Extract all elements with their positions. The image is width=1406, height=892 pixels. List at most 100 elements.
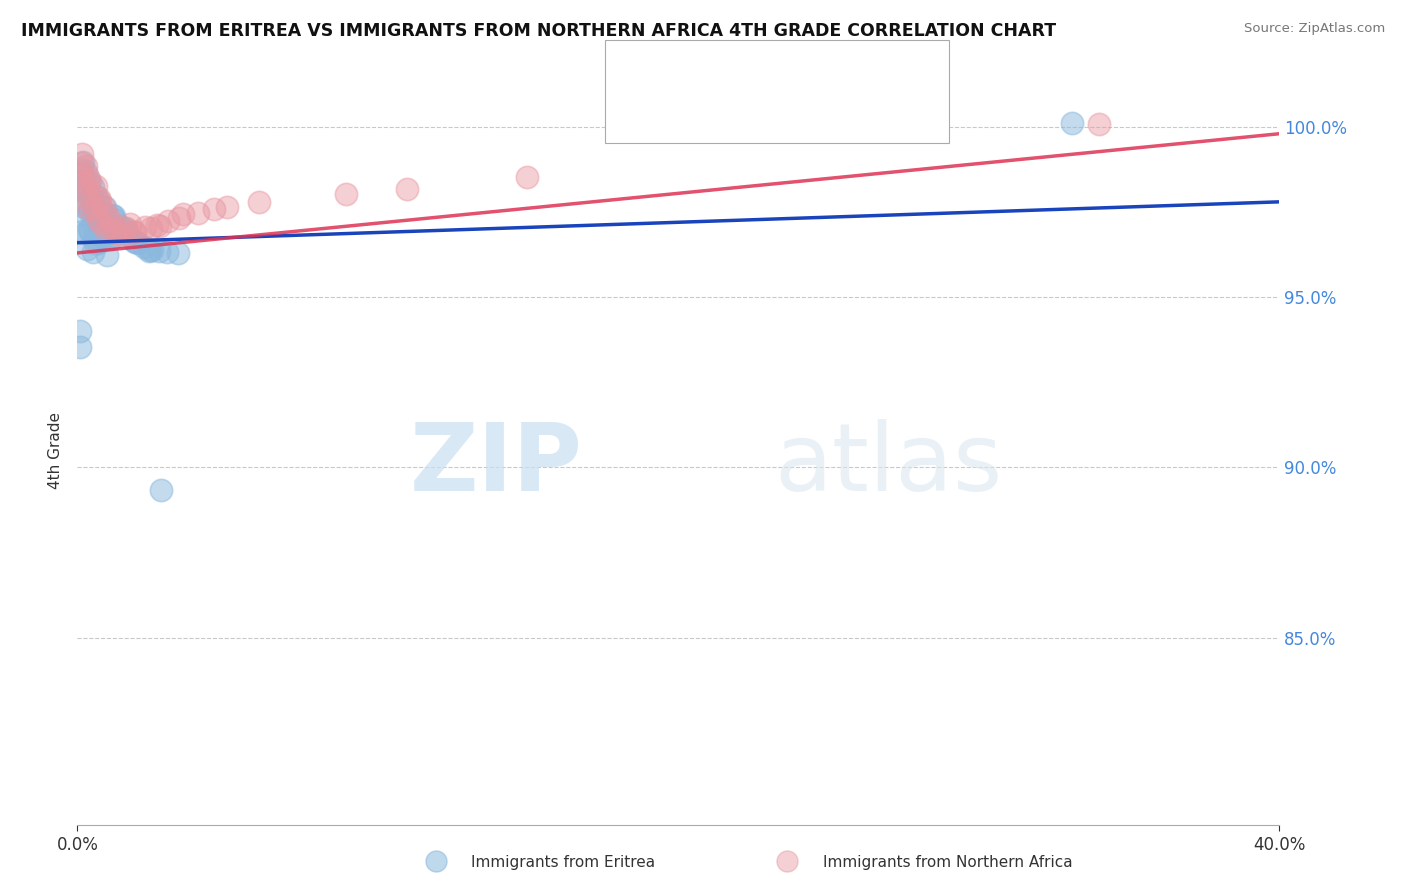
Point (215, 200, 238, 214)
Point (86, 211, 108, 225)
Point (93, 229, 115, 244)
Point (72, 175, 94, 189)
Point (202, 202, 225, 216)
Point (79, 224, 101, 238)
Point (82, 180, 104, 194)
Point (87, 191, 110, 205)
Point (94, 200, 117, 214)
Text: R =  0.568   N = 44: R = 0.568 N = 44 (665, 104, 841, 122)
Point (70, 199, 93, 213)
Point (82, 194, 104, 208)
Point (105, 226, 128, 240)
Point (93, 200, 115, 214)
Point (69, 340, 91, 354)
Point (70, 147, 93, 161)
Point (96, 248, 118, 262)
Point (516, 170, 538, 185)
Point (98, 223, 121, 237)
Point (73, 182, 96, 196)
Text: atlas: atlas (775, 419, 1002, 511)
Point (139, 243, 162, 257)
Point (82, 208, 104, 222)
Point (187, 206, 209, 220)
Point (127, 235, 149, 250)
Point (79, 202, 101, 217)
Point (77, 222, 100, 236)
Text: Immigrants from Northern Africa: Immigrants from Northern Africa (823, 855, 1073, 870)
Point (124, 235, 146, 249)
Point (157, 214, 180, 228)
Point (395, 182, 418, 196)
Text: IMMIGRANTS FROM ERITREA VS IMMIGRANTS FROM NORTHERN AFRICA 4TH GRADE CORRELATION: IMMIGRANTS FROM ERITREA VS IMMIGRANTS FR… (21, 22, 1056, 40)
Point (167, 245, 190, 260)
Text: Source: ZipAtlas.com: Source: ZipAtlas.com (1244, 22, 1385, 36)
Point (69, 183, 91, 197)
Point (146, 218, 169, 232)
Point (141, 221, 163, 235)
Text: R =  0.114   N = 64: R = 0.114 N = 64 (665, 65, 841, 83)
Point (89, 222, 111, 236)
Point (134, 220, 156, 235)
Point (120, 217, 142, 231)
Point (76, 242, 98, 256)
Point (84, 227, 107, 241)
Point (149, 219, 172, 234)
Point (114, 224, 136, 238)
Point (124, 225, 146, 239)
Text: ZIP: ZIP (409, 419, 582, 511)
Point (75, 227, 97, 241)
Point (156, 244, 179, 259)
Point (111, 228, 134, 243)
Point (98, 218, 121, 232)
Point (91, 211, 114, 226)
Point (79, 194, 101, 209)
Point (89, 194, 111, 208)
Point (69, 166, 91, 180)
Point (94, 206, 117, 220)
Point (114, 221, 136, 235)
Point (101, 225, 124, 239)
Point (75, 159, 97, 173)
Point (169, 211, 191, 226)
Point (75, 165, 97, 179)
Point (84, 189, 107, 203)
Point (83, 235, 105, 250)
Text: Immigrants from Eritrea: Immigrants from Eritrea (471, 855, 655, 870)
Point (89, 216, 111, 230)
Point (100, 208, 122, 222)
Point (132, 240, 155, 254)
Point (98, 232, 121, 246)
Point (335, 187, 357, 202)
Point (108, 219, 131, 234)
Point (69, 325, 91, 339)
Point (138, 244, 160, 258)
Point (76, 169, 98, 184)
Point (103, 212, 125, 227)
Point (83, 202, 105, 216)
Point (84, 207, 107, 221)
Y-axis label: 4th Grade: 4th Grade (48, 412, 63, 489)
Point (83, 202, 105, 216)
Point (117, 227, 139, 242)
Point (76, 180, 98, 194)
Point (103, 229, 125, 244)
Point (77, 175, 100, 189)
Point (98, 213, 121, 227)
Point (1088, 118, 1111, 132)
Point (82, 244, 104, 259)
Point (103, 210, 125, 224)
Point (115, 221, 138, 235)
Point (87, 213, 110, 227)
Point (77, 198, 100, 212)
Point (100, 220, 122, 235)
Point (76, 210, 98, 224)
Point (76, 186, 98, 201)
Point (72, 155, 94, 169)
Point (150, 483, 173, 498)
Point (77, 203, 100, 218)
Point (96, 208, 118, 222)
Point (72, 162, 94, 177)
Point (90, 216, 112, 230)
Point (89, 199, 111, 213)
Point (148, 244, 170, 258)
